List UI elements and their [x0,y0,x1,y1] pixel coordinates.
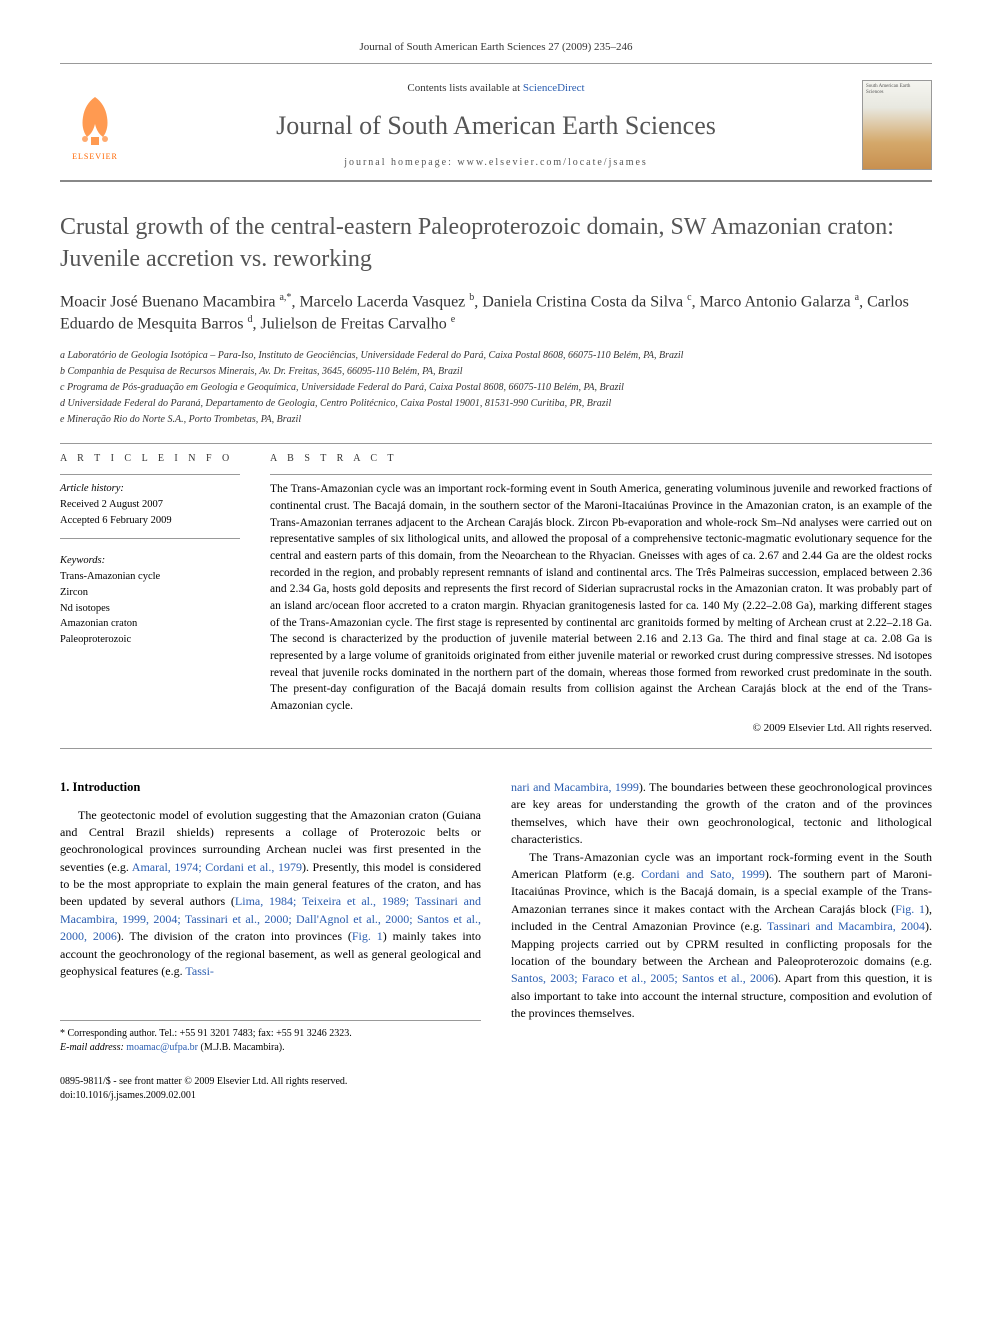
article-info-column: A R T I C L E I N F O Article history: R… [60,452,240,736]
body-column-right: nari and Macambira, 1999). The boundarie… [511,779,932,1103]
elsevier-logo-text: ELSEVIER [72,151,118,162]
cover-title: South American Earth Sciences [866,84,928,95]
rule-below-abstract [60,748,932,749]
front-matter-line: 0895-9811/$ - see front matter © 2009 El… [60,1075,481,1089]
sciencedirect-link[interactable]: ScienceDirect [523,82,585,94]
corr-email-suffix: (M.J.B. Macambira). [198,1042,285,1053]
rule-above-abstract [60,443,932,444]
article-title: Crustal growth of the central-eastern Pa… [60,212,932,274]
abstract-text: The Trans-Amazonian cycle was an importa… [270,481,932,714]
abstract-label: A B S T R A C T [270,452,932,466]
journal-name: Journal of South American Earth Sciences [150,108,842,144]
rule-top [60,63,932,64]
affiliation-e: e Mineração Rio do Norte S.A., Porto Tro… [60,412,932,427]
journal-homepage: journal homepage: www.elsevier.com/locat… [150,156,842,170]
keywords-label: Keywords: [60,553,240,569]
abstract-column: A B S T R A C T The Trans-Amazonian cycl… [270,452,932,736]
author-list: Moacir José Buenano Macambira a,*, Marce… [60,291,932,336]
body-paragraph: The Trans-Amazonian cycle was an importa… [511,849,932,1023]
affiliation-b: b Companhia de Pesquisa de Recursos Mine… [60,364,932,379]
doi-line: doi:10.1016/j.jsames.2009.02.001 [60,1089,481,1103]
contents-available-line: Contents lists available at ScienceDirec… [150,81,842,96]
keyword: Amazonian craton [60,616,240,632]
article-info-label: A R T I C L E I N F O [60,452,240,466]
keyword: Nd isotopes [60,601,240,617]
body-columns: 1. Introduction The geotectonic model of… [60,779,932,1103]
journal-cover-thumbnail: South American Earth Sciences [862,80,932,170]
affiliation-a: a Laboratório de Geologia Isotópica – Pa… [60,348,932,363]
keywords-block: Keywords: Trans-Amazonian cycle Zircon N… [60,553,240,648]
keyword: Trans-Amazonian cycle [60,569,240,585]
keyword: Paleoproterozoic [60,632,240,648]
affiliation-c: c Programa de Pós-graduação em Geologia … [60,380,932,395]
corr-email-link[interactable]: moamac@ufpa.br [126,1042,198,1053]
affiliation-d: d Universidade Federal do Paraná, Depart… [60,396,932,411]
accepted-date: Accepted 6 February 2009 [60,513,240,529]
corr-email-line: E-mail address: moamac@ufpa.br (M.J.B. M… [60,1041,481,1055]
corr-line1: * Corresponding author. Tel.: +55 91 320… [60,1027,481,1041]
article-history: Article history: Received 2 August 2007 … [60,481,240,539]
info-abstract-row: A R T I C L E I N F O Article history: R… [60,452,932,736]
email-label: E-mail address: [60,1042,126,1053]
corresponding-author-footnote: * Corresponding author. Tel.: +55 91 320… [60,1020,481,1055]
keyword: Zircon [60,585,240,601]
section-heading-introduction: 1. Introduction [60,779,481,797]
body-paragraph: The geotectonic model of evolution sugge… [60,807,481,981]
abstract-copyright: © 2009 Elsevier Ltd. All rights reserved… [270,721,932,736]
elsevier-tree-icon [65,89,125,149]
rule-masthead-bottom [60,180,932,182]
footer-block: 0895-9811/$ - see front matter © 2009 El… [60,1075,481,1103]
rule-abstract-1 [270,474,932,475]
affiliations: a Laboratório de Geologia Isotópica – Pa… [60,348,932,427]
masthead: ELSEVIER Contents lists available at Sci… [60,70,932,180]
history-label: Article history: [60,481,240,497]
running-header: Journal of South American Earth Sciences… [60,40,932,55]
body-paragraph: nari and Macambira, 1999). The boundarie… [511,779,932,849]
elsevier-logo: ELSEVIER [60,85,130,165]
masthead-center: Contents lists available at ScienceDirec… [150,81,842,171]
contents-text: Contents lists available at [407,82,522,94]
received-date: Received 2 August 2007 [60,497,240,513]
body-column-left: 1. Introduction The geotectonic model of… [60,779,481,1103]
rule-info-1 [60,474,240,475]
